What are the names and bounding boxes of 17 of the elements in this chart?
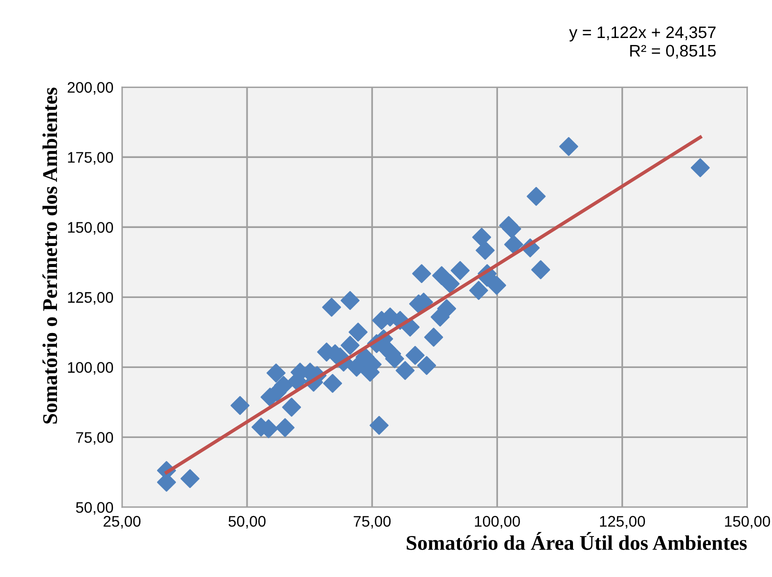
- y-tick-label: 75,00: [76, 432, 114, 445]
- x-tick-label: 25,00: [104, 516, 140, 529]
- y-tick-label: 150,00: [68, 222, 114, 235]
- y-tick-label: 50,00: [76, 502, 114, 515]
- x-tick-label: 75,00: [354, 516, 391, 529]
- x-axis-title: Somatório da Área Útil dos Ambientes: [406, 532, 747, 550]
- x-tick-label: 100,00: [474, 516, 520, 529]
- text: y = 1,122x + 24,357: [569, 26, 716, 42]
- y-tick-label: 125,00: [68, 292, 114, 305]
- y-axis-title: Somatório o Perímetro dos Ambientes: [42, 88, 58, 424]
- x-tick-label: 50,00: [228, 516, 266, 529]
- y-tick-label: 200,00: [68, 82, 114, 95]
- text: R² = 0,8515: [630, 44, 716, 59]
- x-tick-label: 150,00: [725, 516, 770, 529]
- y-tick-label: 175,00: [68, 152, 114, 165]
- y-tick-label: 100,00: [68, 362, 114, 375]
- x-tick-label: 125,00: [600, 516, 645, 529]
